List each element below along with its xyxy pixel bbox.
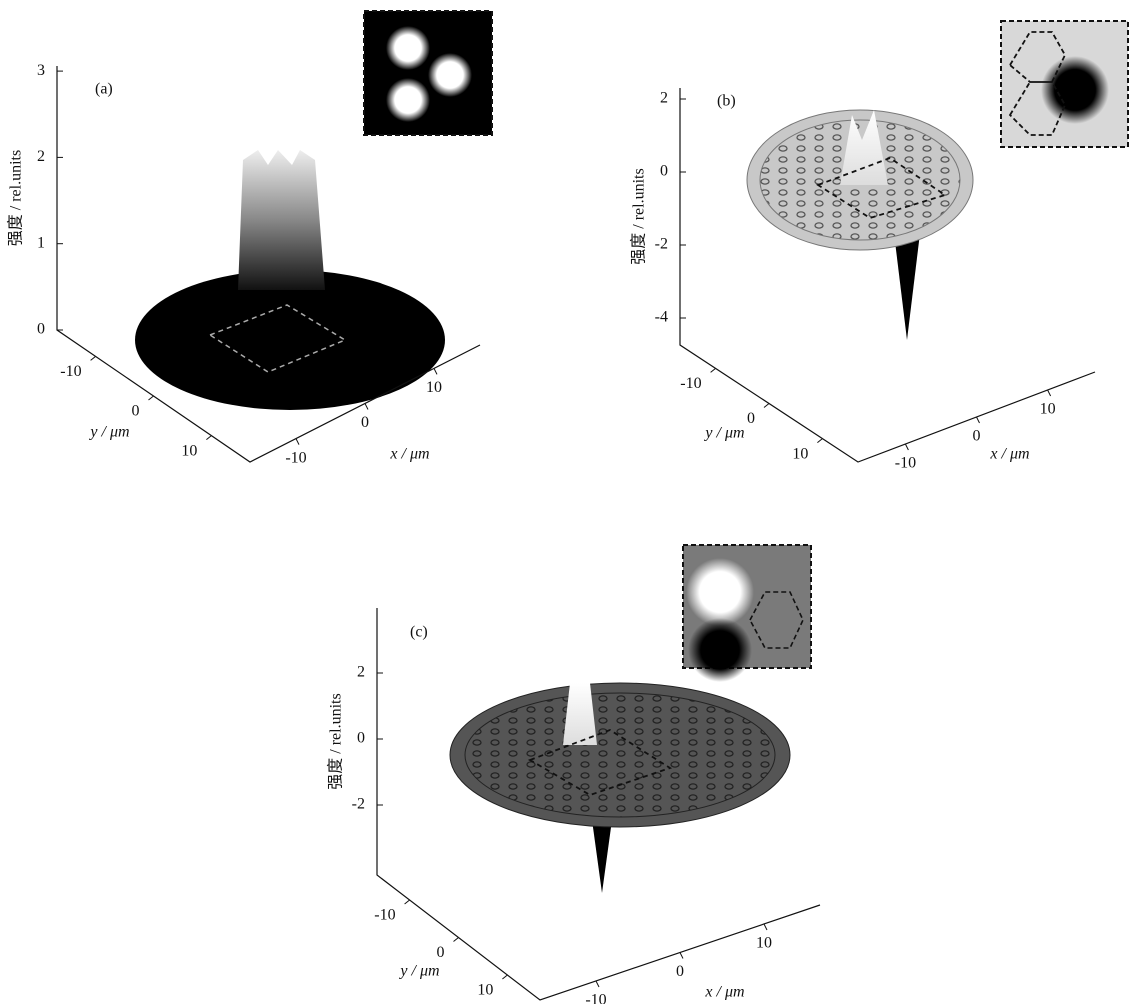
z-axis-label: 强度 / rel.units <box>630 168 648 264</box>
y-tick-label: -10 <box>680 375 701 392</box>
surface-b <box>747 21 1128 340</box>
y-tick-label: 0 <box>437 944 445 961</box>
x-tick <box>434 368 437 374</box>
x-tick <box>365 404 368 410</box>
z-tick-label: 0 <box>660 163 668 180</box>
y-axis-label: y / μm <box>88 424 129 441</box>
y-tick <box>711 368 716 372</box>
z-tick-label: 3 <box>37 62 45 79</box>
x-tick <box>764 924 767 930</box>
z-tick-label: 0 <box>37 321 45 338</box>
y-tick-label: -10 <box>60 363 81 380</box>
y-tick-label: 10 <box>792 445 808 462</box>
y-tick <box>149 396 154 400</box>
z-tick-label: 2 <box>37 148 45 165</box>
panel-label: (a) <box>95 81 113 98</box>
x-tick <box>680 953 683 959</box>
y-axis-label: y / μm <box>703 425 744 442</box>
y-tick <box>405 900 410 904</box>
y-axis-label: y / μm <box>398 963 439 980</box>
x-axis-label: x / μm <box>989 446 1029 463</box>
x-tick-label: 10 <box>426 379 442 396</box>
y-tick <box>91 356 96 360</box>
y-tick-label: 0 <box>747 410 755 427</box>
x-axis-label: x / μm <box>389 446 429 463</box>
surface-c <box>450 545 811 893</box>
z-tick-label: -4 <box>655 309 668 326</box>
x-tick <box>596 981 599 987</box>
z-tick-label: -2 <box>352 796 365 813</box>
x-tick-label: -10 <box>895 455 916 472</box>
surface-a <box>135 11 492 410</box>
y-tick-label: 10 <box>181 442 197 459</box>
y-tick <box>454 938 459 942</box>
y-tick-label: 10 <box>477 982 493 999</box>
x-axis-label: x / μm <box>704 984 744 1001</box>
page: (a) 强度 / rel.units 0 1 2 3 -10 0 10 -10 0 10 y / μm x… <box>0 0 1131 1004</box>
panel-label: (c) <box>410 624 428 641</box>
x-tick-label: -10 <box>585 992 606 1004</box>
y-tick-label: -10 <box>374 907 395 924</box>
y-tick <box>764 404 769 408</box>
x-tick-label: 10 <box>756 935 772 952</box>
x-tick <box>1048 390 1051 396</box>
z-axis-label: 强度 / rel.units <box>327 693 345 789</box>
x-tick-label: 0 <box>361 414 369 431</box>
z-tick-label: 2 <box>357 664 365 681</box>
x-tick-label: 0 <box>973 428 981 445</box>
y-tick <box>817 439 822 443</box>
figure: (a) 强度 / rel.units 0 1 2 3 -10 0 10 -10 0 10 y / μm x… <box>0 0 1131 1004</box>
z-tick-label: 1 <box>37 234 45 251</box>
x-tick <box>296 439 299 445</box>
z-tick-label: -2 <box>655 236 668 253</box>
x-tick <box>977 417 980 423</box>
panel-label: (b) <box>717 93 736 110</box>
x-tick <box>905 444 908 450</box>
x-tick-label: 0 <box>676 963 684 980</box>
z-tick-label: 0 <box>357 730 365 747</box>
z-axis-label: 强度 / rel.units <box>7 150 25 246</box>
y-tick-label: 0 <box>132 403 140 420</box>
y-tick <box>206 436 211 440</box>
x-tick-label: 10 <box>1040 401 1056 418</box>
y-tick <box>502 975 507 979</box>
z-tick-label: 2 <box>660 90 668 107</box>
x-tick-label: -10 <box>285 449 306 466</box>
